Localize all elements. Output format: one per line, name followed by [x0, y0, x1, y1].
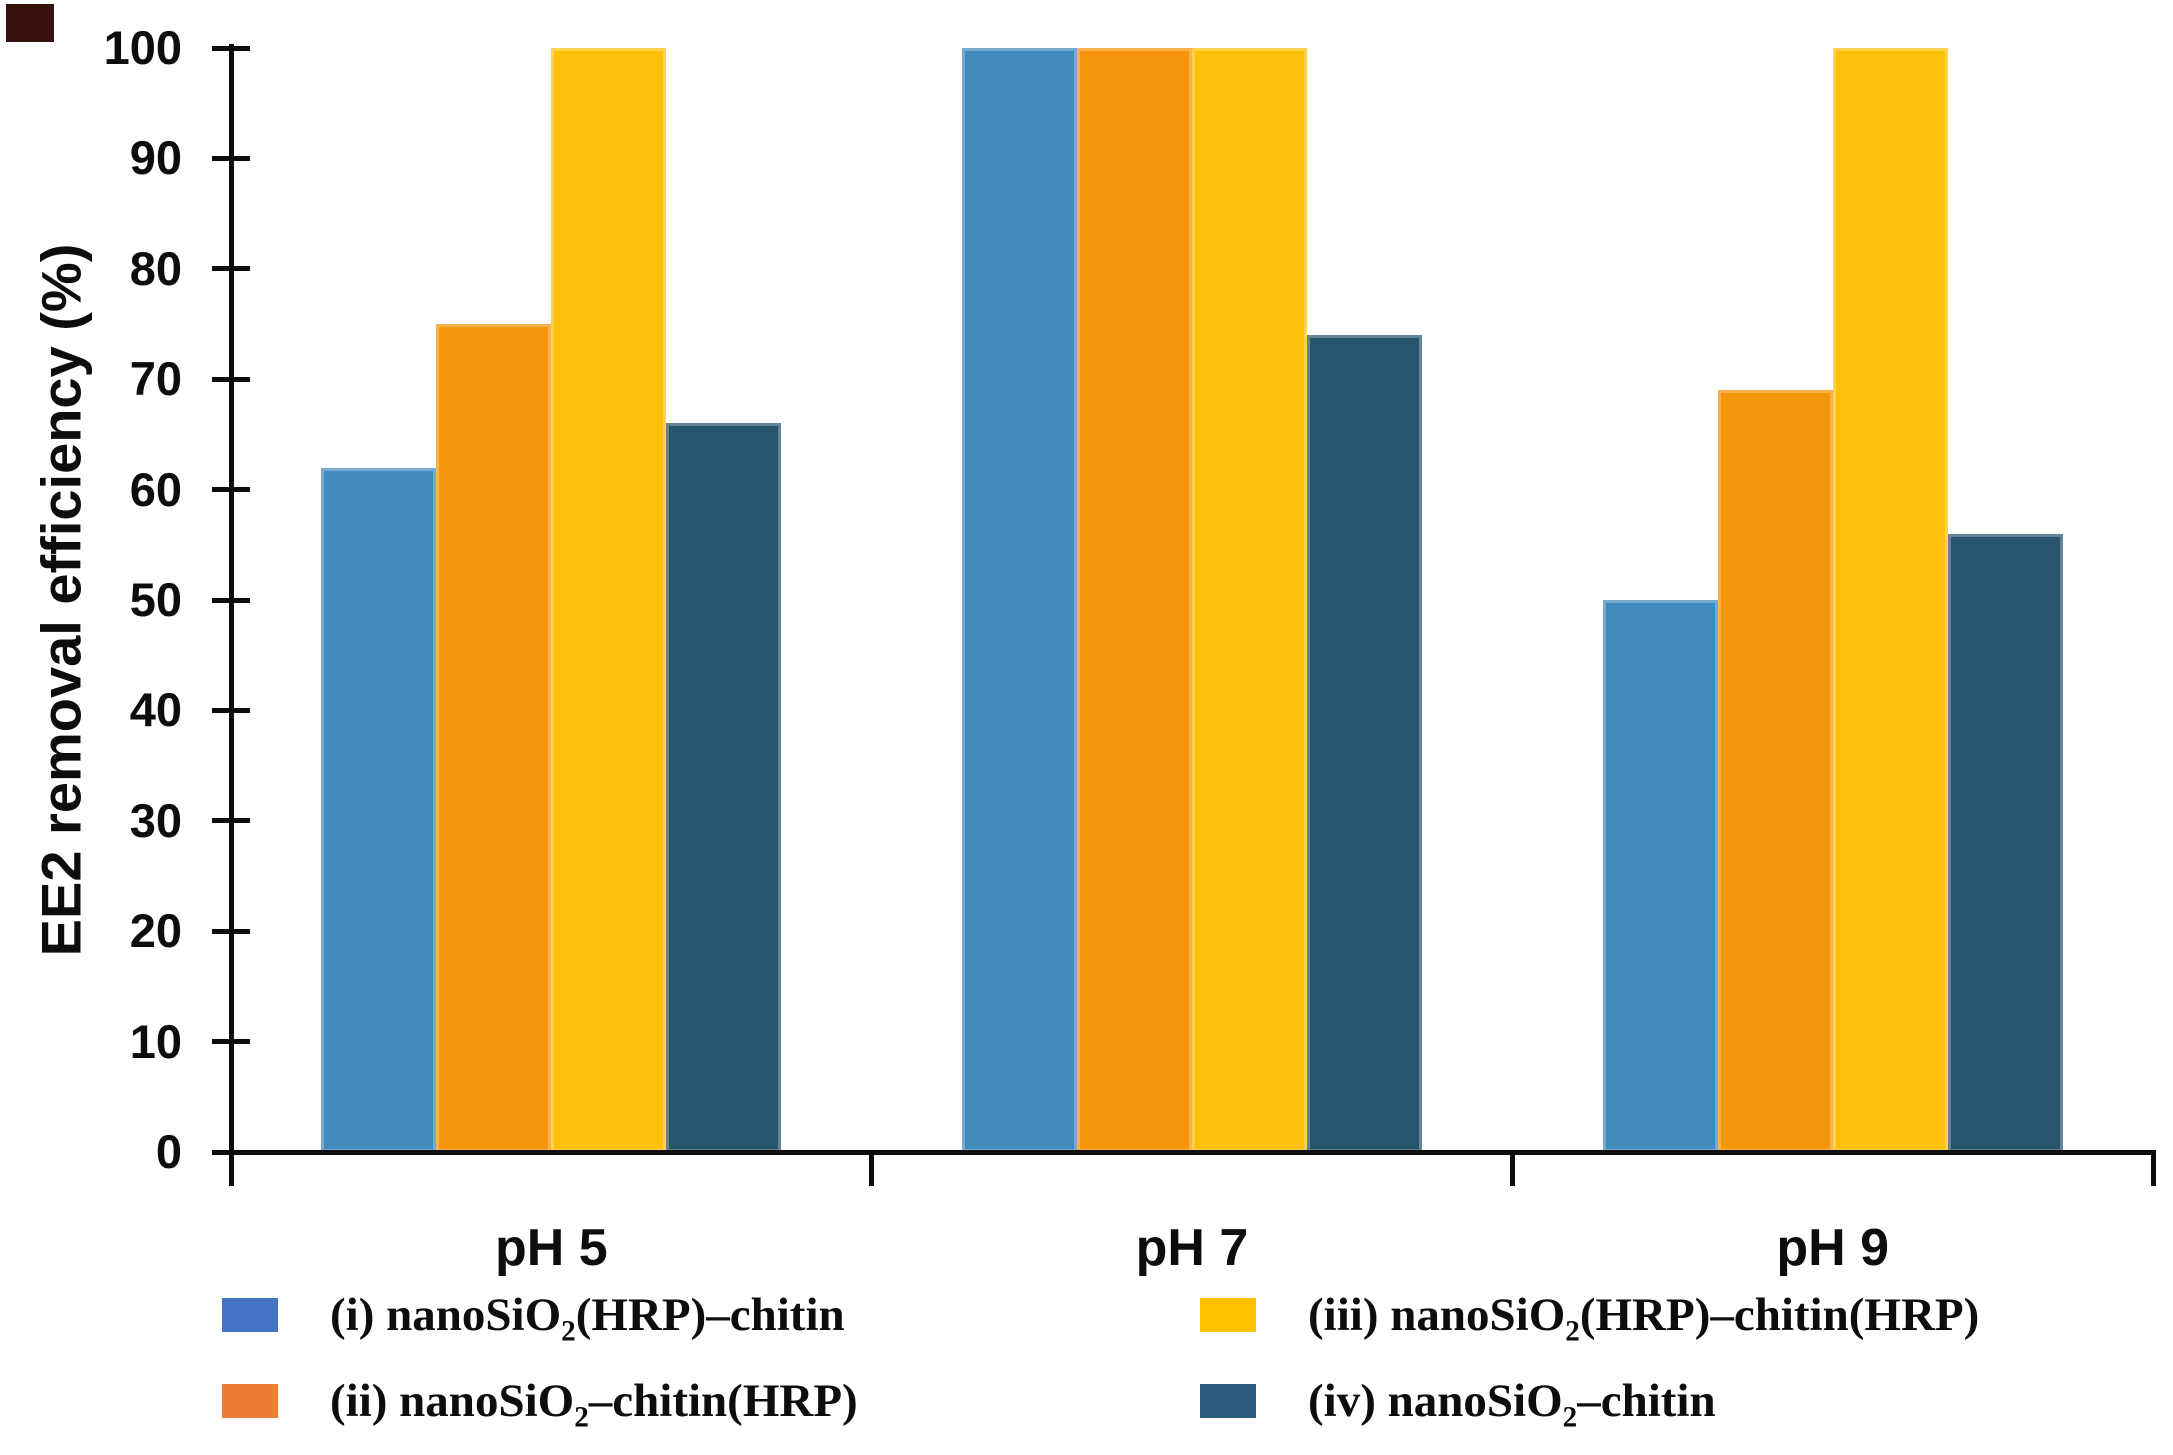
x-boundary-tick [869, 1152, 875, 1186]
bar-series-4-ph-9 [1947, 533, 2063, 1152]
category-group-ph-9: pH 9 [1512, 0, 2153, 1455]
y-tick-label: 100 [103, 21, 182, 74]
y-tick-mark [212, 155, 250, 161]
y-tick-mark [212, 707, 250, 713]
y-tick-label: 50 [129, 573, 182, 626]
y-tick-label: 40 [129, 683, 182, 737]
y-tick-label: 80 [129, 241, 182, 295]
legend-swatch-2 [222, 1384, 278, 1418]
bar-series-1-ph-5 [321, 467, 437, 1152]
y-tick-mark [212, 266, 250, 272]
y-tick-mark [212, 818, 250, 824]
legend-item-4: (iv) nanoSiO2–chitin [1200, 1374, 1716, 1434]
bar-series-3-ph-7 [1191, 48, 1307, 1152]
y-tick-mark [212, 597, 250, 603]
y-tick-label: 90 [129, 131, 182, 185]
bar-series-4-ph-5 [666, 423, 782, 1152]
y-tick-label: 70 [129, 352, 182, 406]
bar-series-2-ph-5 [436, 324, 552, 1152]
legend-item-1: (i) nanoSiO2(HRP)–chitin [222, 1288, 845, 1348]
bar-series-2-ph-9 [1717, 390, 1833, 1152]
y-tick-label: 0 [155, 1125, 182, 1178]
legend-swatch-1 [222, 1298, 278, 1332]
legend-swatch-4 [1200, 1384, 1256, 1418]
x-category-label: pH 7 [1135, 1219, 1249, 1277]
bars-row [1512, 48, 2153, 1152]
x-axis-line [228, 1149, 2156, 1155]
y-axis-line [228, 44, 234, 1186]
corner-artifact [6, 4, 54, 42]
bars-row [231, 48, 872, 1152]
legend-item-3: (iii) nanoSiO2(HRP)–chitin(HRP) [1200, 1288, 1980, 1348]
y-tick-label: 60 [129, 462, 182, 516]
x-boundary-tick [2150, 1152, 2156, 1186]
x-boundary-tick [1509, 1152, 1515, 1186]
y-tick-mark [212, 487, 250, 493]
bars-row [872, 48, 1513, 1152]
bar-series-3-ph-5 [551, 48, 667, 1152]
category-group-ph-5: pH 5 [231, 0, 872, 1455]
y-tick-mark [212, 45, 250, 51]
y-tick-label: 20 [129, 904, 182, 958]
bar-series-3-ph-9 [1832, 48, 1948, 1152]
category-group-ph-7: pH 7 [872, 0, 1513, 1455]
x-category-label: pH 9 [1776, 1219, 1889, 1277]
legend-label: (i) nanoSiO2(HRP)–chitin [330, 1289, 845, 1348]
y-tick-label: 10 [129, 1014, 182, 1068]
legend-item-2: (ii) nanoSiO2–chitin(HRP) [222, 1374, 858, 1434]
y-tick-mark [212, 928, 250, 934]
legend-label: (iii) nanoSiO2(HRP)–chitin(HRP) [1308, 1289, 1980, 1348]
legend-label: (ii) nanoSiO2–chitin(HRP) [330, 1375, 858, 1434]
legend-label: (iv) nanoSiO2–chitin [1308, 1375, 1716, 1434]
bar-series-1-ph-9 [1602, 600, 1718, 1152]
bar-series-1-ph-7 [961, 48, 1077, 1152]
bar-series-2-ph-7 [1076, 48, 1192, 1152]
legend-swatch-3 [1200, 1298, 1256, 1332]
y-tick-mark [212, 1039, 250, 1045]
x-category-label: pH 5 [494, 1219, 608, 1277]
bar-series-4-ph-7 [1306, 335, 1422, 1152]
y-tick-label: 30 [129, 793, 182, 847]
y-tick-mark [212, 376, 250, 382]
